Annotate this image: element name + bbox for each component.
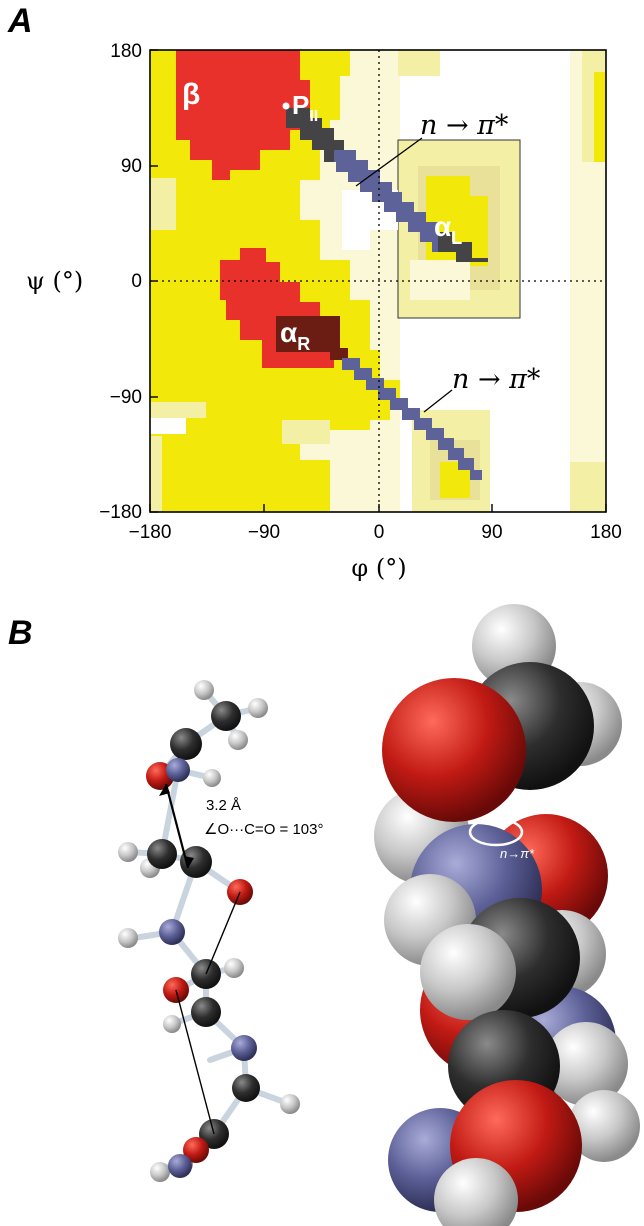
x-tick-label: 180 [590, 522, 622, 543]
space-fill-npi-label: n→π* [500, 846, 535, 861]
panel-a-letter: A [8, 2, 33, 40]
y-tick-label: 180 [110, 41, 142, 62]
pii-label-sub: II [309, 108, 318, 125]
y-tick-label: 90 [121, 156, 142, 177]
allowed-region-top [398, 50, 440, 76]
y-tick-label: 0 [131, 271, 142, 292]
alpha-r-label-main: α [280, 317, 297, 348]
pii-label-main: P [292, 90, 309, 120]
annotation-npi-upper: n → π* [420, 110, 509, 141]
annotation-npi-lower: n → π* [452, 364, 541, 395]
alpha-l-label-sub: L [451, 228, 462, 248]
pii-label: PII [292, 90, 318, 125]
plot-area [149, 49, 607, 513]
y-axis-label: ψ (°) [26, 267, 83, 295]
y-tick-label: −90 [110, 387, 142, 408]
allowed-region-left-upper [150, 178, 176, 230]
beta-region [176, 50, 310, 180]
allowed-region-bottom-right [570, 462, 606, 512]
alpha-l-label: αL [434, 211, 462, 248]
interaction-line-2 [175, 989, 215, 1135]
alpha-r-label-bg [276, 316, 340, 352]
interaction-line-1 [205, 891, 241, 975]
alpha-l-label-main: α [434, 211, 451, 242]
beta-label: β [182, 78, 200, 111]
annotation-leader-upper [355, 137, 423, 187]
x-axis-label: φ (°) [351, 554, 406, 582]
generous-patch [410, 260, 470, 300]
ticks [149, 49, 607, 513]
gap-left [150, 418, 186, 434]
allowed-region-left [150, 402, 206, 418]
allowed-patch [282, 420, 330, 444]
y-tick-label: −180 [99, 502, 142, 523]
x-tick-label: −180 [129, 522, 172, 543]
n-to-pi-band-upper [286, 108, 488, 262]
space-filling-model [374, 604, 640, 1226]
npi-ellipse [468, 817, 524, 847]
ramachandran-plot: −180 −90 0 90 180 −180 −90 0 90 180 φ (°… [26, 41, 622, 582]
distance-label: 3.2 Å [206, 797, 241, 814]
distance-arrow [164, 783, 190, 869]
ball-and-stick-model [118, 680, 300, 1182]
x-tick-label: 0 [374, 522, 385, 543]
favored-region-right [594, 72, 606, 162]
band-upper-dark-end [438, 232, 488, 262]
angle-label: ∠O···C=O = 103° [204, 821, 323, 838]
x-tick-label: 90 [481, 522, 502, 543]
alpha-r-label: αR [280, 317, 310, 354]
pii-dot [282, 102, 290, 110]
alpha-r-label-sub: R [297, 334, 310, 354]
allowed-region-edge [150, 436, 162, 512]
panel-b-letter: B [8, 614, 33, 652]
favored-region-bottom [440, 462, 470, 498]
arrow-head-top [159, 784, 170, 796]
annotation-leader-lower [423, 389, 453, 413]
bonds [125, 687, 293, 1175]
x-tick-label: −90 [248, 522, 280, 543]
band-upper-dark [286, 108, 344, 162]
arrow-head-bottom [184, 856, 194, 868]
